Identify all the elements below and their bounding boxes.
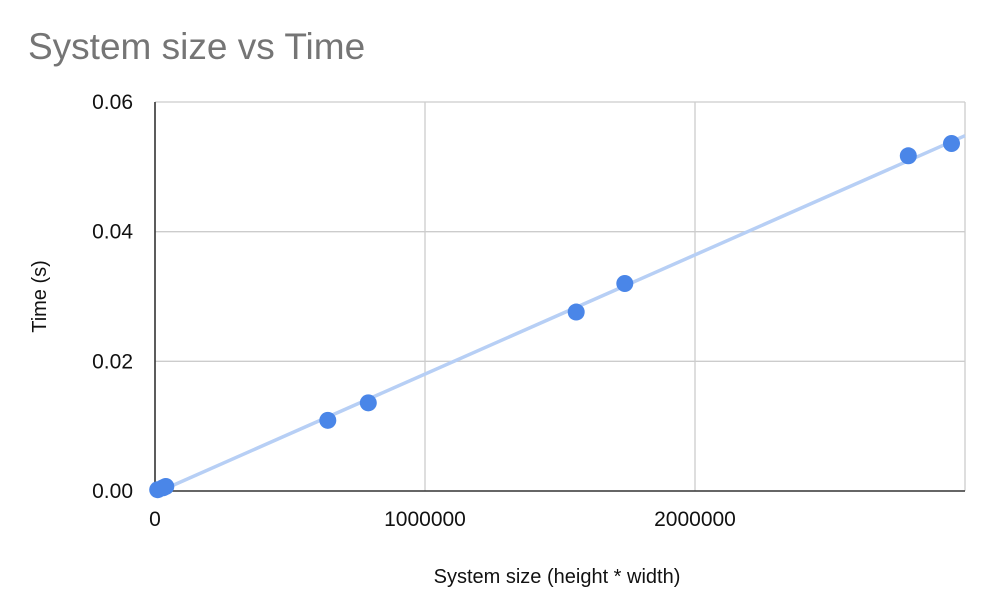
axis-layer	[154, 102, 965, 492]
y-tick-label: 0.06	[92, 91, 133, 114]
x-tick-label: 1000000	[384, 508, 466, 531]
y-axis-label: Time (s)	[29, 260, 51, 333]
data-point	[319, 411, 337, 429]
x-axis-label: System size (height * width)	[434, 566, 681, 588]
data-point	[616, 275, 634, 293]
trendline-layer	[159, 134, 966, 493]
y-tick-label: 0.04	[92, 221, 133, 244]
x-tick-label: 2000000	[654, 508, 736, 531]
data-point	[899, 147, 917, 165]
labels-layer: 0.00 0.02 0.04 0.06 0 1000000 2000000	[92, 91, 736, 531]
chart-title: System size vs Time	[28, 26, 366, 67]
y-tick-label: 0.00	[92, 480, 133, 503]
data-point	[567, 303, 585, 321]
points-layer	[149, 134, 960, 499]
data-point	[943, 134, 960, 152]
data-point	[359, 394, 377, 412]
y-tick-label: 0.02	[92, 350, 133, 373]
data-point	[157, 477, 175, 495]
grid-layer	[155, 101, 966, 491]
x-tick-label: 0	[149, 508, 161, 531]
trendline	[159, 134, 966, 493]
